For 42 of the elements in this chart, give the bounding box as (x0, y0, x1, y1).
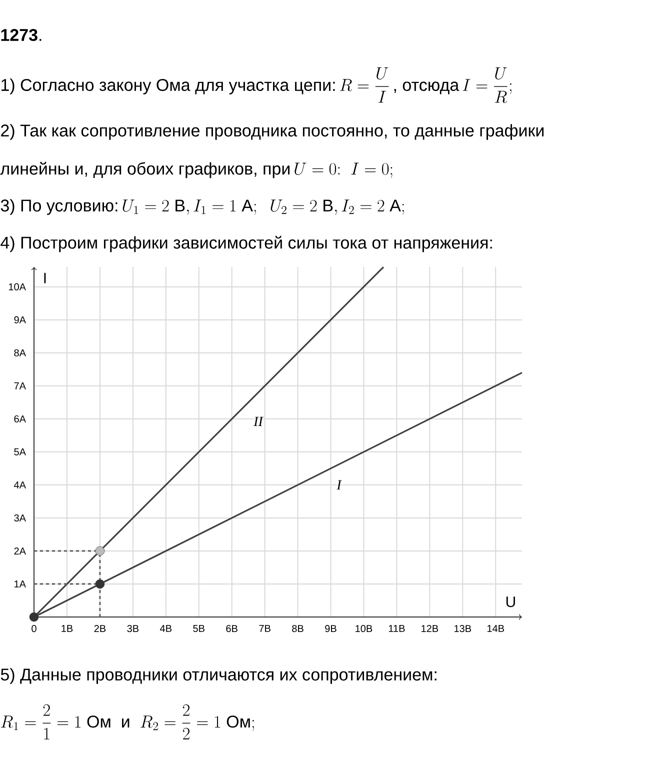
chart-title: 1273. (1, 28, 42, 42)
text: $U_1=2\text{ В}, I_1=1\text{ А};\ \ U_2=2\text{ В}, I_2=2\text{ А};$ (122, 200, 404, 215)
series-label: I (336, 480, 342, 490)
y-tick-label: 5A (14, 448, 26, 456)
x-tick-label: 0 (32, 625, 36, 632)
y-tick-label: 9A (14, 316, 26, 324)
x-tick-label: 11В (388, 625, 405, 632)
x-tick-label: 8В (292, 625, 304, 632)
x-tick-label: 12В (422, 625, 438, 632)
x-tick-label: 14В (487, 625, 504, 632)
x-tick-label: 10В (356, 625, 372, 632)
x-tick-label: 9В (325, 625, 336, 632)
text: 2) Так как сопротивление проводника постоянно, то данные графики (1, 124, 544, 140)
text: $R=\dfrac{U}{I}$ (340, 67, 389, 103)
y-tick-label: 2A (14, 547, 26, 554)
x-tick-label: 13В (454, 625, 472, 632)
text: , отсюда (394, 82, 460, 94)
y-axis-title: I (44, 272, 46, 284)
text: 1) Согласно закону Ома для участка цепи: (2, 78, 335, 94)
y-tick-label: 7A (14, 382, 26, 390)
x-tick-label: 7В (259, 625, 270, 632)
y-tick-label: 4A (14, 481, 26, 488)
y-tick-label: 6A (14, 415, 26, 422)
text: $R_1=\dfrac{2}{1}=1\text{ Ом}\ \text{ и }\ R_2=\dfrac{2}{2}=1\text{ Ом};$ (1, 704, 254, 740)
text: 5) Данные проводники отличаются их сопротивлением: (0, 668, 436, 684)
x-tick-label: 3В (127, 625, 139, 632)
y-tick-label: 1A (14, 580, 26, 588)
x-tick-label: 1В (62, 625, 73, 632)
x-tick-label: 2В (94, 625, 106, 632)
text: линейны и, для обоих графиков, при (0, 162, 290, 178)
text: 4) Построим графики зависимостей силы тока от напряжения: (0, 236, 492, 252)
text: $U=0{:}\ \ I=0;$ (294, 162, 392, 178)
x-axis-title: U (506, 596, 515, 608)
text: 3) По условию: (0, 199, 118, 215)
y-tick-label: 8A (14, 349, 26, 356)
x-tick-label: 6В (226, 625, 238, 632)
y-tick-label: 10A (8, 283, 26, 290)
y-tick-label: 3A (14, 514, 26, 522)
x-tick-label: 5В (193, 625, 204, 632)
text: $I=\dfrac{U}{R};$ (462, 67, 512, 104)
series-label: II (254, 416, 264, 426)
x-tick-label: 4В (160, 625, 172, 632)
